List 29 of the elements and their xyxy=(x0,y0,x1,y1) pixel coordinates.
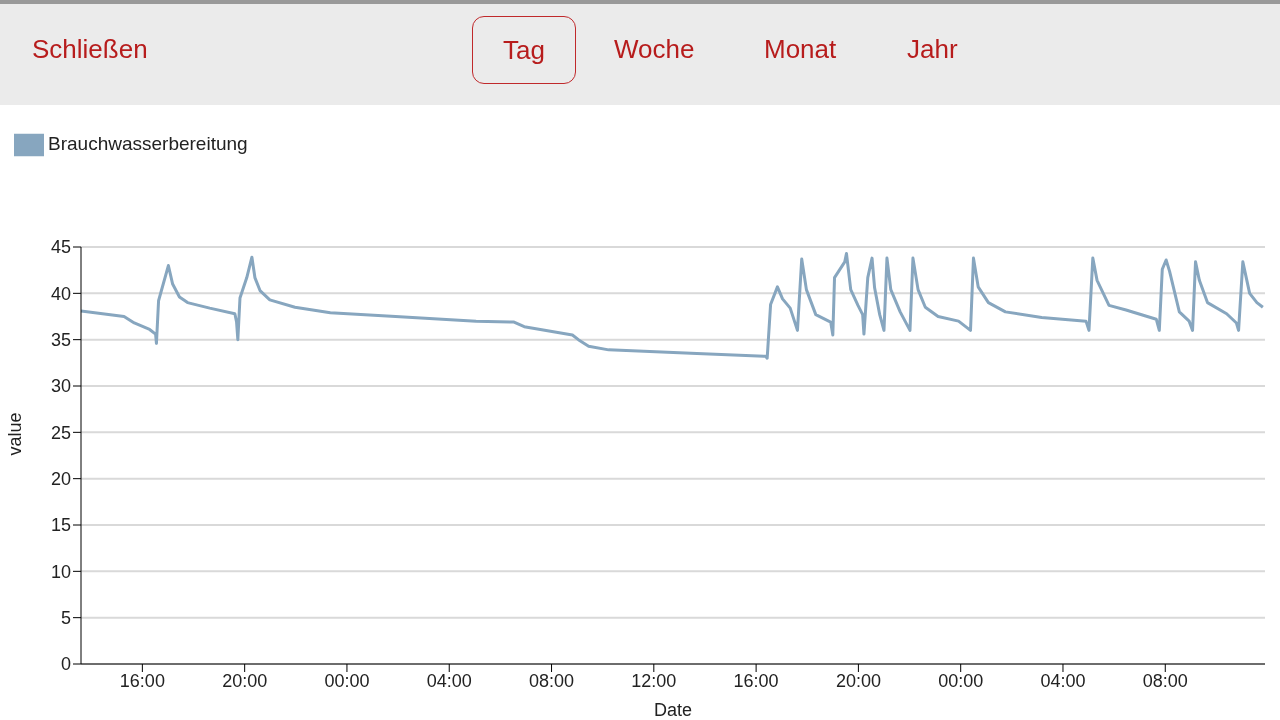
legend-label: Brauchwasserbereitung xyxy=(48,133,248,155)
text: Jahr xyxy=(907,34,958,64)
x-tick-label: 00:00 xyxy=(324,670,370,691)
x-tick-label: 20:00 xyxy=(222,670,268,691)
x-tick-label: 04:00 xyxy=(1040,670,1086,691)
y-tick-label: 15 xyxy=(50,515,71,536)
y-tick-label: 5 xyxy=(60,608,71,629)
x-tick-label: 16:00 xyxy=(733,670,779,691)
y-tick-label: 40 xyxy=(50,283,71,304)
x-tick-label: 08:00 xyxy=(529,670,575,691)
y-axis-title: value xyxy=(5,412,26,456)
x-tick-label: 04:00 xyxy=(426,670,472,691)
x-tick-label: 00:00 xyxy=(938,670,984,691)
y-tick-label: 0 xyxy=(60,654,71,675)
text: Monat xyxy=(764,34,837,64)
y-tick-label: 10 xyxy=(50,561,71,582)
y-tick-label: 25 xyxy=(50,422,71,443)
text: Woche xyxy=(614,34,695,64)
y-tick-label: 20 xyxy=(50,469,71,490)
text: Tag xyxy=(472,16,576,84)
y-tick-label: 35 xyxy=(50,330,71,351)
text: Schließen xyxy=(32,34,148,64)
x-tick-label: 12:00 xyxy=(631,670,677,691)
x-axis-title: Date xyxy=(653,700,693,720)
x-tick-label: 16:00 xyxy=(119,670,165,691)
x-tick-label: 20:00 xyxy=(835,670,881,691)
y-tick-label: 30 xyxy=(50,376,71,397)
y-tick-label: 45 xyxy=(50,237,71,258)
x-tick-label: 08:00 xyxy=(1142,670,1188,691)
